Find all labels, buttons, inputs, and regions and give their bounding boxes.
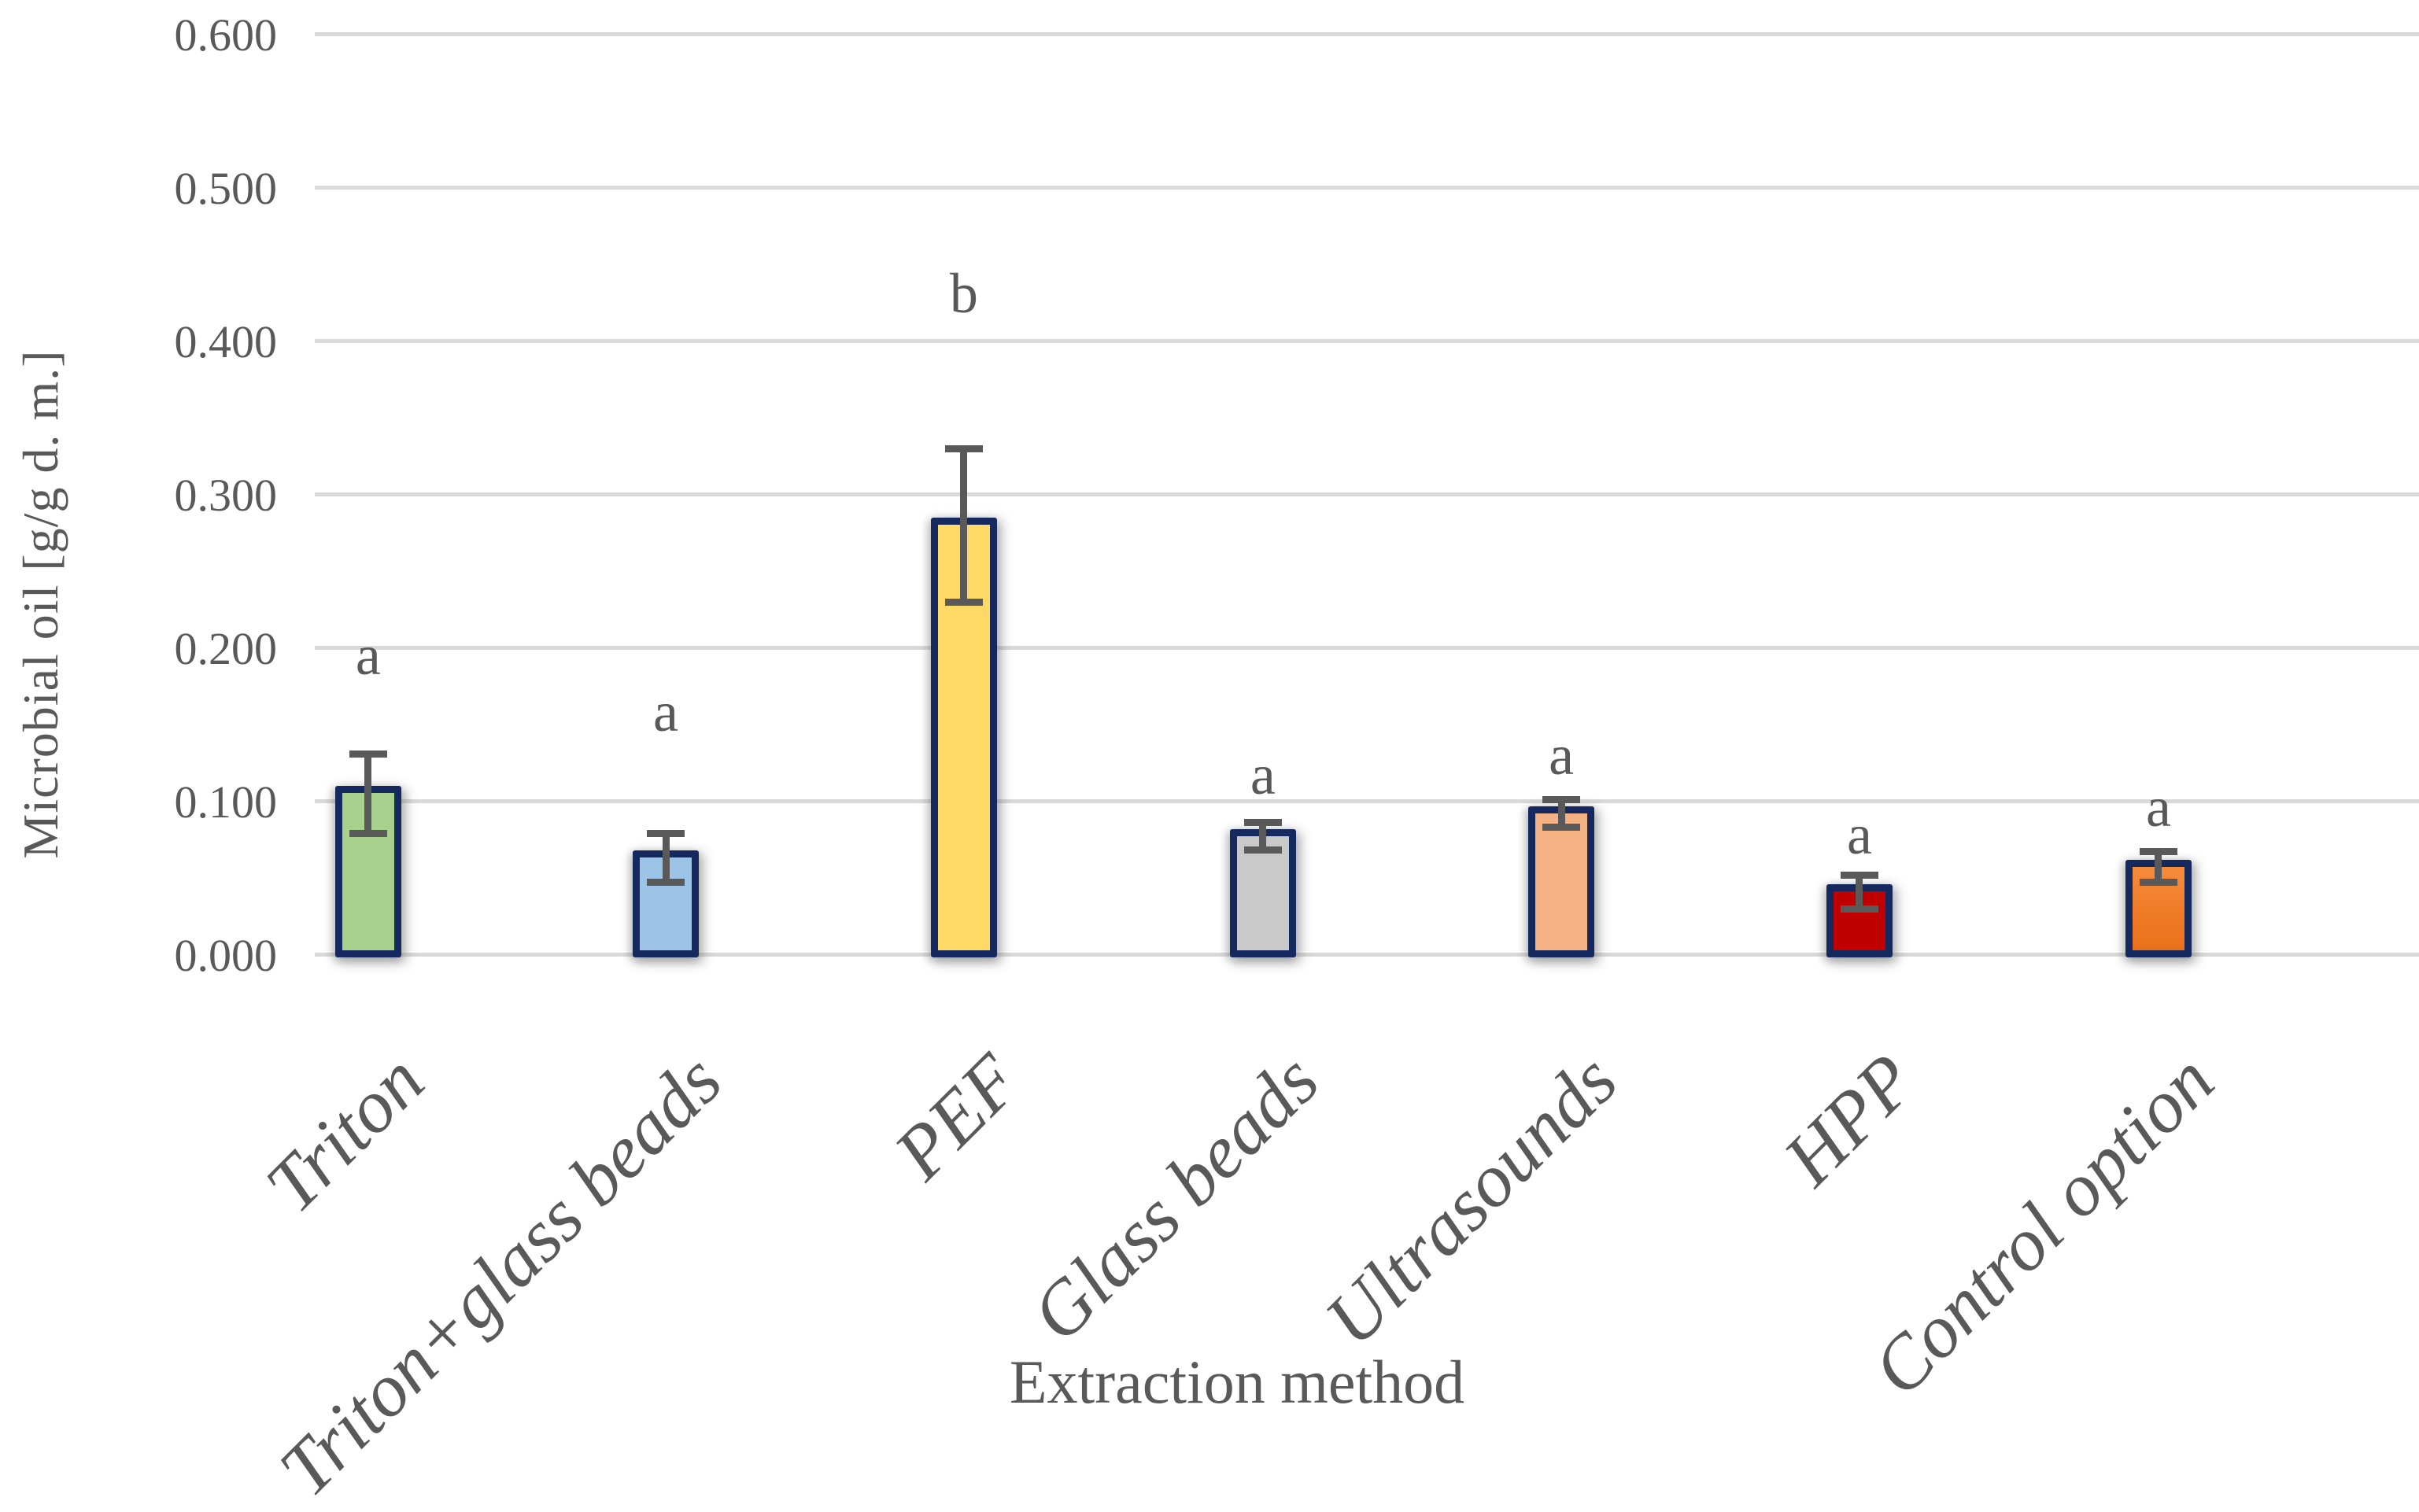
error-bar-line — [1259, 822, 1266, 850]
error-bar-line — [663, 833, 670, 882]
y-tick-label: 0.600 — [0, 8, 277, 63]
plot-area: a a b a a a a — [315, 34, 2419, 954]
error-bar-top-cap — [1542, 796, 1580, 803]
y-tick-label: 0.200 — [0, 621, 277, 677]
gridline — [315, 32, 2419, 36]
gridline — [315, 339, 2419, 343]
error-bar-bottom-cap — [945, 599, 983, 606]
y-axis-tick-labels: 0.600 0.500 0.400 0.300 0.200 0.100 0.000 — [0, 0, 277, 1420]
gridline — [315, 492, 2419, 496]
x-axis-title: Extraction method — [1010, 1347, 1464, 1418]
gridline — [315, 953, 2419, 957]
error-bar-top-cap — [2140, 848, 2177, 855]
significance-letter-pef: b — [917, 262, 1011, 325]
significance-letter-ultrasounds: a — [1514, 724, 1608, 787]
error-bar-bottom-cap — [1542, 824, 1580, 831]
error-bar-bottom-cap — [647, 879, 685, 886]
error-bar-line — [1856, 875, 1863, 909]
category-label-ultrasounds: Ultrasounds — [1311, 1040, 1631, 1359]
y-tick-label: 0.300 — [0, 468, 277, 523]
error-bar-top-cap — [647, 830, 685, 837]
significance-letter-hpp: a — [1812, 803, 1907, 866]
error-bar-bottom-cap — [1841, 905, 1878, 913]
error-bar-line — [960, 448, 967, 602]
category-label-glass-beads: Glass beads — [1017, 1040, 1333, 1355]
category-label-pef: PEF — [881, 1040, 1034, 1193]
error-bar-bottom-cap — [1244, 846, 1282, 854]
error-bar-line — [1558, 799, 1565, 827]
gridline — [315, 186, 2419, 190]
category-label-triton-glass-beads: Triton+glass beads — [265, 1040, 735, 1510]
error-bar-bottom-cap — [349, 830, 387, 837]
gridline — [315, 799, 2419, 803]
y-tick-label: 0.100 — [0, 775, 277, 830]
error-bar-line — [2155, 851, 2162, 882]
y-tick-label: 0.000 — [0, 928, 277, 983]
category-label-triton: Triton — [252, 1040, 438, 1226]
category-label-hpp: HPP — [1770, 1040, 1930, 1200]
error-bar-line — [364, 754, 371, 833]
significance-letter-triton-glass-beads: a — [619, 680, 713, 743]
error-bar-top-cap — [349, 750, 387, 758]
y-tick-label: 0.400 — [0, 315, 277, 370]
gridline — [315, 646, 2419, 650]
significance-letter-control-option: a — [2111, 776, 2206, 839]
error-bar-top-cap — [1244, 819, 1282, 826]
significance-letter-glass-beads: a — [1216, 743, 1310, 806]
error-bar-bottom-cap — [2140, 879, 2177, 886]
significance-letter-triton: a — [321, 624, 415, 687]
category-label-control-option: Control option — [1859, 1040, 2229, 1410]
error-bar-top-cap — [1841, 872, 1878, 879]
y-tick-label: 0.500 — [0, 161, 277, 216]
error-bar-top-cap — [945, 445, 983, 452]
